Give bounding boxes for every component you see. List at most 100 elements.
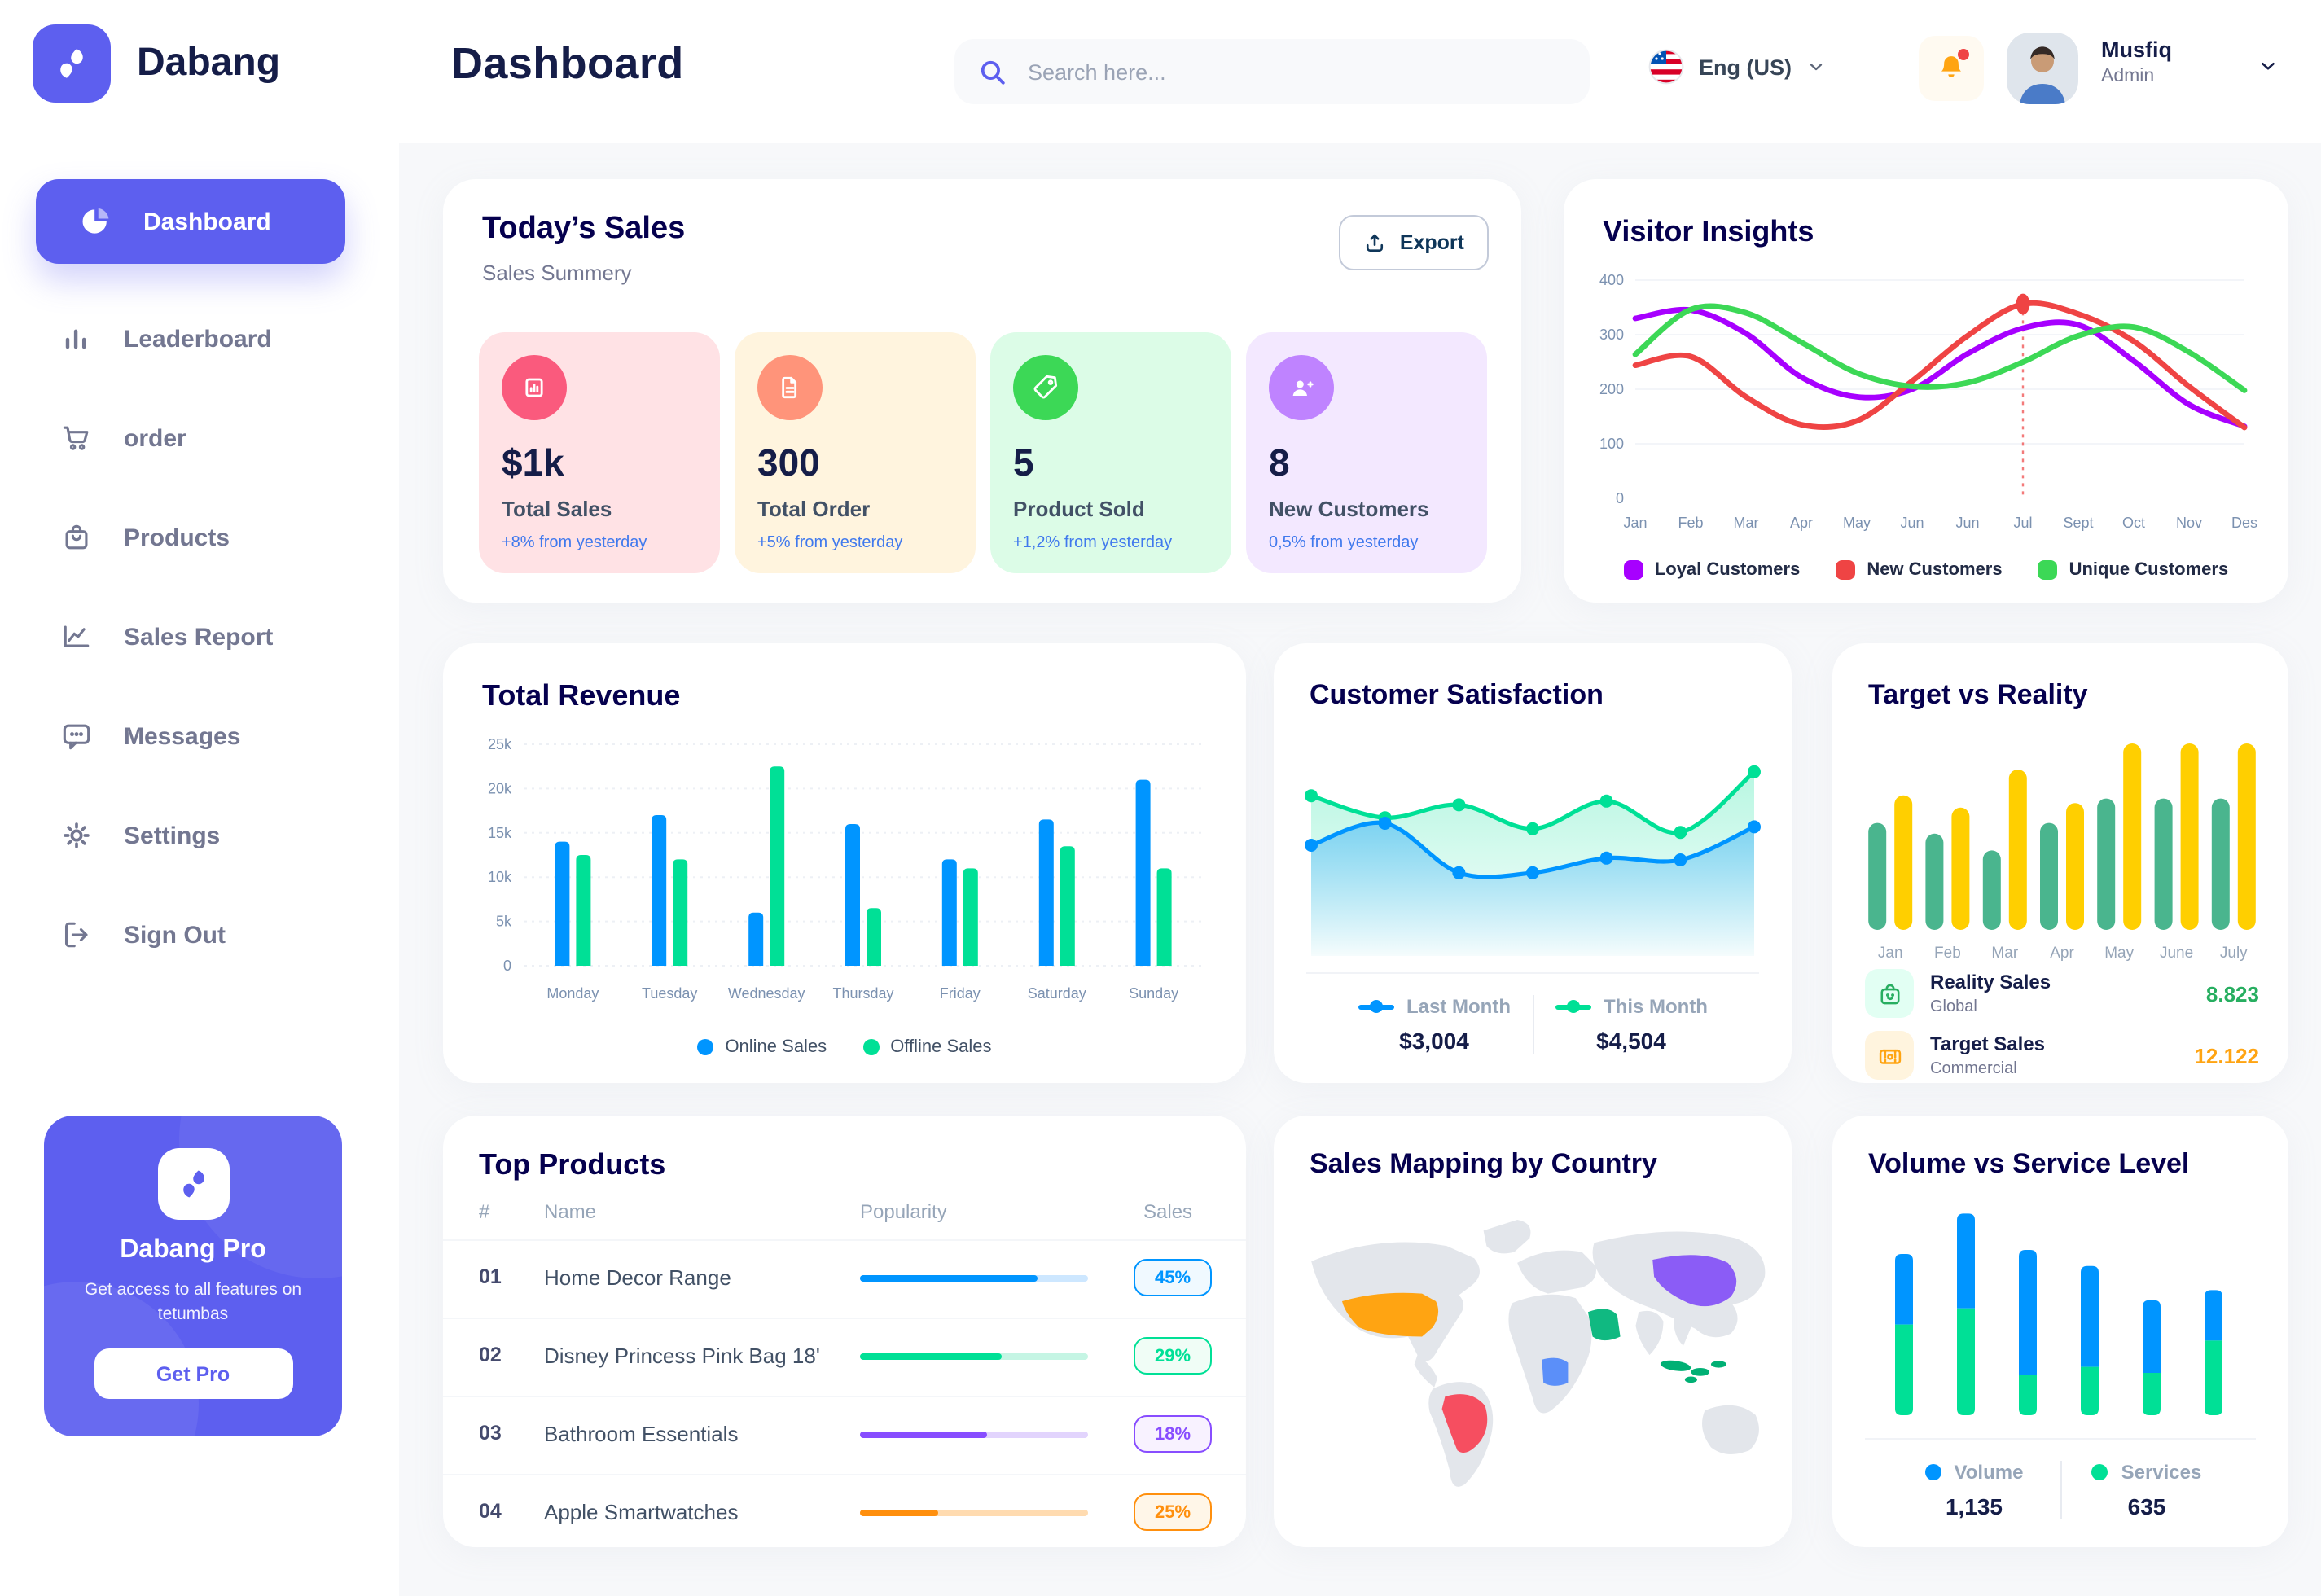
svg-text:Saturday: Saturday — [1028, 985, 1086, 1002]
africa-shape — [1508, 1294, 1592, 1414]
popularity-bar — [860, 1432, 1088, 1438]
svg-text:Jan: Jan — [1878, 945, 1903, 962]
table-row[interactable]: 01 Home Decor Range 45% — [443, 1239, 1246, 1318]
sidebar-item-settings[interactable]: Settings — [0, 793, 399, 878]
sales-badge: 25% — [1134, 1493, 1212, 1531]
legend-item: Offline Sales — [862, 1037, 992, 1057]
get-pro-button[interactable]: Get Pro — [94, 1348, 292, 1400]
search-bar[interactable] — [954, 39, 1590, 104]
se-asia-shape — [1674, 1317, 1691, 1346]
user-name: Musfiq — [2101, 37, 2172, 62]
panel-title: Top Products — [479, 1148, 666, 1181]
stat-value: 8 — [1269, 441, 1290, 484]
sidebar-item-messages[interactable]: Messages — [0, 694, 399, 778]
legend-item: Services 635 — [2061, 1461, 2232, 1519]
language-selector[interactable]: Eng (US) — [1648, 49, 1826, 85]
customer-satisfaction-legend: Last Month $3,004 This Month $4,504 — [1274, 995, 1792, 1054]
notification-dot — [1956, 47, 1971, 62]
svg-text:Feb: Feb — [1934, 945, 1961, 962]
leaderboard-bars-icon — [59, 321, 94, 357]
visitor-insights-panel: Visitor Insights 0 100 200 300 400 Jan Feb Mar A… — [1564, 179, 2288, 603]
sidebar-item-label: Dashboard — [143, 208, 271, 235]
divider — [1532, 995, 1533, 1054]
col-header-sales: Sales — [1143, 1200, 1193, 1223]
sign-out-icon — [59, 917, 94, 953]
table-row[interactable]: 04 Apple Smartwatches 25% — [443, 1474, 1246, 1552]
svg-text:25k: 25k — [488, 736, 512, 752]
legend-sublabel: Commercial — [1930, 1060, 2017, 1078]
search-input[interactable] — [1024, 58, 1567, 86]
legend-label: Reality Sales — [1930, 971, 2051, 993]
cart-icon — [59, 420, 94, 456]
sidebar-item-order[interactable]: order — [0, 396, 399, 480]
target-vs-reality-panel: Target vs Reality Jan Feb Mar Apr May June Jul… — [1832, 643, 2288, 1083]
popularity-bar — [860, 1510, 1088, 1516]
table-row[interactable]: 03 Bathroom Essentials 18% — [443, 1396, 1246, 1474]
avatar[interactable] — [2007, 33, 2078, 104]
svg-text:Jun: Jun — [1900, 515, 1924, 531]
stat-delta: +5% from yesterday — [757, 534, 903, 552]
sidebar-item-label: Messages — [124, 722, 241, 750]
svg-text:Jan: Jan — [1623, 515, 1647, 531]
panel-title: Visitor Insights — [1603, 215, 1814, 248]
legend-value: 1,135 — [1945, 1493, 2003, 1519]
ticket-icon — [1865, 1031, 1914, 1080]
profile-chevron-icon[interactable] — [2257, 55, 2279, 85]
sidebar-menu: Dashboard Leaderboard order Products — [0, 179, 399, 992]
legend-value: $4,504 — [1596, 1028, 1666, 1054]
sidebar-item-leaderboard[interactable]: Leaderboard — [0, 296, 399, 381]
visitor-insights-chart: 0 100 200 300 400 Jan Feb Mar Apr May Jun Jun Jul Sep… — [1593, 264, 2261, 537]
export-button[interactable]: Export — [1339, 215, 1489, 270]
indonesia-shape — [1660, 1360, 1726, 1383]
total-revenue-legend: Online Sales Offline Sales — [443, 1037, 1246, 1057]
svg-text:Wednesday: Wednesday — [728, 985, 805, 1002]
svg-text:100: 100 — [1599, 436, 1624, 452]
row-separator — [443, 1396, 1246, 1397]
panel-subtitle: Sales Summery — [482, 261, 632, 285]
volume-service-panel: Volume vs Service Level Volume 1,135 Ser… — [1832, 1116, 2288, 1547]
user-meta: Musfiq Admin — [2101, 37, 2172, 86]
central-america-shape — [1414, 1355, 1437, 1388]
table-row[interactable]: 02 Disney Princess Pink Bag 18' 29% — [443, 1318, 1246, 1396]
legend-label: Target Sales — [1930, 1033, 2045, 1055]
notifications-button[interactable] — [1919, 36, 1984, 101]
volume-service-chart — [1873, 1197, 2244, 1422]
svg-text:Sept: Sept — [2063, 515, 2093, 531]
order-document-icon — [757, 355, 823, 420]
svg-text:Monday: Monday — [546, 985, 599, 1002]
svg-text:200: 200 — [1599, 381, 1624, 397]
svg-text:10k: 10k — [488, 869, 512, 885]
stat-label: New Customers — [1269, 497, 1429, 521]
sidebar-item-label: Settings — [124, 822, 221, 849]
visitor-insights-legend: Loyal Customers New Customers Unique Cus… — [1564, 560, 2288, 580]
total-revenue-chart: 0 5k 10k 15k 20k 25k Monday Tuesday Wednesday Thu… — [476, 731, 1212, 1008]
svg-text:15k: 15k — [488, 825, 512, 841]
sidebar-item-sales-report[interactable]: Sales Report — [0, 594, 399, 679]
brazil-shape — [1441, 1394, 1488, 1454]
sidebar-item-products[interactable]: Products — [0, 495, 399, 580]
svg-text:Apr: Apr — [1790, 515, 1813, 531]
sidebar-item-dashboard[interactable]: Dashboard — [36, 179, 345, 264]
tag-icon — [1013, 355, 1078, 420]
legend-value: 12.122 — [2194, 1043, 2259, 1068]
stat-card-total-order: 300 Total Order +5% from yesterday — [735, 332, 976, 573]
export-icon — [1364, 231, 1387, 254]
legend-value: 635 — [2127, 1493, 2166, 1519]
panel-title: Customer Satisfaction — [1310, 679, 1604, 710]
us-flag-icon — [1648, 49, 1684, 85]
page-title: Dashboard — [451, 39, 684, 88]
top-products-panel: Top Products # Name Popularity Sales 01 … — [443, 1116, 1246, 1547]
legend-sublabel: Global — [1930, 998, 1977, 1016]
dashboard-pie-icon — [78, 204, 114, 239]
svg-text:0: 0 — [503, 958, 511, 974]
row-separator — [443, 1474, 1246, 1475]
world-map — [1287, 1194, 1779, 1528]
export-label: Export — [1399, 231, 1464, 254]
panel-title: Today’s Sales — [482, 212, 686, 246]
legend-item: Volume 1,135 — [1889, 1461, 2060, 1519]
china-shape — [1652, 1255, 1737, 1307]
user-role: Admin — [2101, 67, 2155, 86]
svg-text:May: May — [1843, 515, 1871, 531]
brand[interactable]: Dabang — [33, 24, 280, 103]
sidebar-item-sign-out[interactable]: Sign Out — [0, 892, 399, 977]
